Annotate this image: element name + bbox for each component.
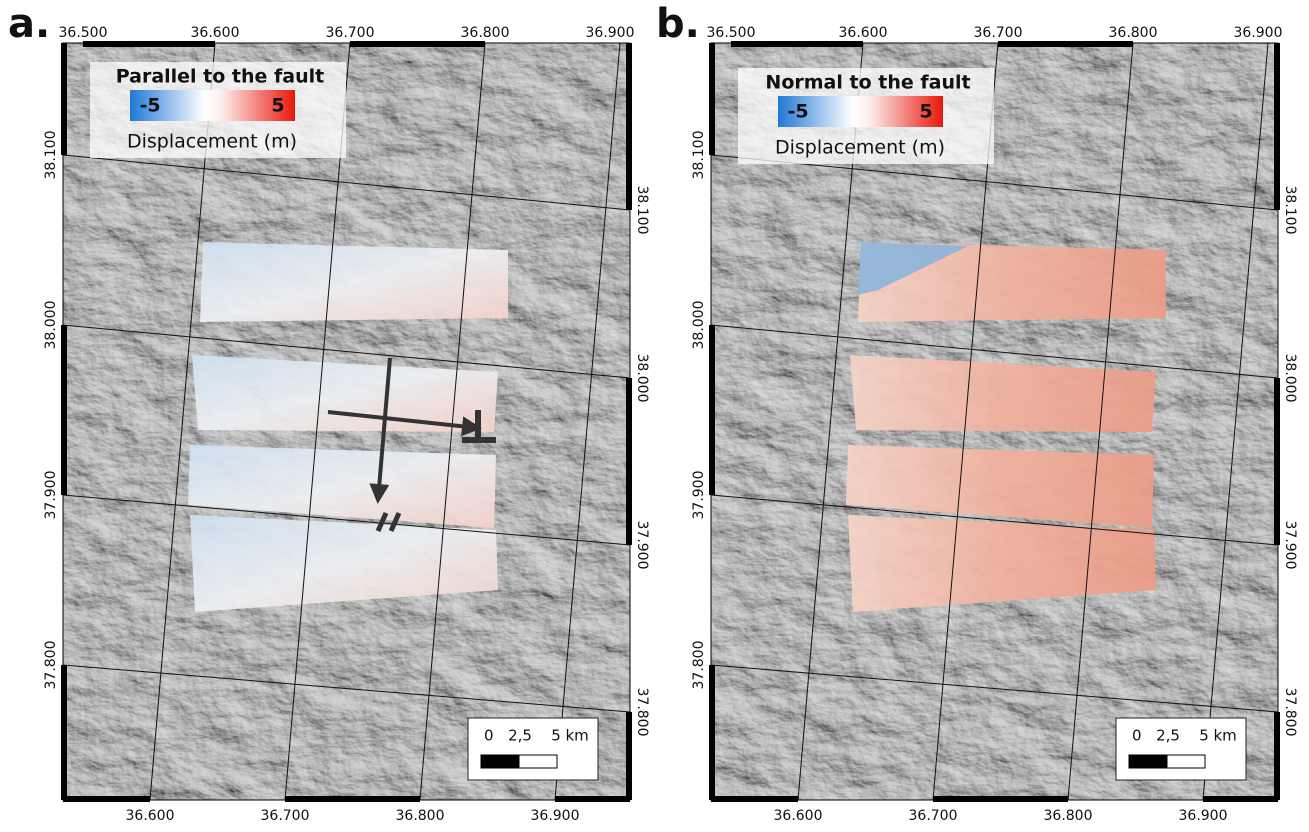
frame-segment — [626, 378, 632, 545]
top-tick-label: 36.700 — [974, 25, 1023, 41]
colorbar-min: -5 — [139, 95, 160, 117]
left-tick-label: 37.800 — [43, 641, 59, 690]
left-tick-label: 37.900 — [691, 471, 707, 520]
right-tick-label: 37.900 — [1282, 521, 1298, 570]
frame-segment — [555, 796, 630, 802]
top-tick-label: 36.700 — [326, 25, 375, 41]
frame-segment — [709, 665, 715, 800]
frame-segment — [63, 796, 150, 802]
colorbar-max: 5 — [271, 95, 284, 117]
bottom-tick-label: 36.600 — [126, 808, 175, 824]
top-tick-label: 36.900 — [586, 25, 635, 41]
map-panel: a. 36.500 36.600 36.700 36.800 36.900 36.600 36… — [8, 1, 650, 824]
colorbar-min: -5 — [787, 101, 808, 123]
scale-label: 2,5 — [1156, 727, 1180, 745]
bottom-tick-label: 36.900 — [1179, 808, 1228, 824]
legend-title: Parallel to the fault — [116, 66, 325, 88]
frame-segment — [709, 43, 715, 155]
right-tick-label: 38.100 — [634, 186, 650, 235]
left-tick-label: 38.100 — [43, 131, 59, 180]
frame-segment — [83, 41, 215, 47]
frame-segment — [61, 43, 67, 155]
left-tick-label: 38.000 — [43, 301, 59, 350]
right-tick-label: 38.000 — [634, 354, 650, 403]
left-tick-label: 38.100 — [691, 131, 707, 180]
frame-segment — [998, 41, 1133, 47]
scale-label: 5 km — [1199, 727, 1237, 745]
top-tick-label: 36.900 — [1234, 25, 1283, 41]
scale-label: 0 — [484, 727, 494, 745]
frame-segment — [285, 796, 420, 802]
frame-segment — [626, 43, 632, 210]
bottom-tick-label: 36.700 — [909, 808, 958, 824]
frame-segment — [933, 796, 1068, 802]
frame-segment — [711, 796, 798, 802]
frame-segment — [1274, 378, 1280, 545]
right-tick-label: 38.000 — [1282, 354, 1298, 403]
colorbar-label: Displacement (m) — [127, 131, 297, 153]
top-tick-label: 36.600 — [839, 25, 888, 41]
frame-segment — [61, 665, 67, 800]
bottom-tick-label: 36.800 — [396, 808, 445, 824]
left-tick-label: 37.800 — [691, 641, 707, 690]
bottom-tick-label: 36.900 — [531, 808, 580, 824]
scale-label: 2,5 — [508, 727, 532, 745]
left-tick-label: 38.000 — [691, 301, 707, 350]
frame-segment — [61, 325, 67, 495]
frame-segment — [626, 712, 632, 800]
right-tick-label: 37.800 — [1282, 688, 1298, 737]
map-panel: b. 36.500 36.600 36.700 36.800 36.900 36.600 36… — [656, 1, 1298, 824]
scale-bar-black — [481, 755, 519, 768]
frame-segment — [731, 41, 863, 47]
top-tick-label: 36.600 — [191, 25, 240, 41]
scale-bar-black — [1129, 755, 1167, 768]
figure: a. 36.500 36.600 36.700 36.800 36.900 36.600 36… — [0, 0, 1309, 832]
top-tick-label: 36.500 — [59, 25, 108, 41]
scale-bar-white — [519, 755, 557, 768]
bottom-tick-label: 36.800 — [1044, 808, 1093, 824]
scale-bar-white — [1167, 755, 1205, 768]
frame-segment — [709, 325, 715, 495]
right-tick-label: 37.900 — [634, 521, 650, 570]
bottom-tick-label: 36.600 — [774, 808, 823, 824]
panel-label: b. — [656, 1, 700, 47]
top-tick-label: 36.500 — [707, 25, 756, 41]
right-tick-label: 37.800 — [634, 688, 650, 737]
frame-segment — [350, 41, 485, 47]
frame-segment — [1274, 712, 1280, 800]
legend-title: Normal to the fault — [765, 72, 970, 94]
left-tick-label: 37.900 — [43, 471, 59, 520]
right-tick-label: 38.100 — [1282, 186, 1298, 235]
top-tick-label: 36.800 — [1109, 25, 1158, 41]
scale-label: 5 km — [551, 727, 589, 745]
panel-label: a. — [8, 1, 50, 47]
colorbar-label: Displacement (m) — [775, 137, 945, 159]
frame-segment — [1203, 796, 1278, 802]
scale-label: 0 — [1132, 727, 1142, 745]
bottom-tick-label: 36.700 — [261, 808, 310, 824]
top-tick-label: 36.800 — [461, 25, 510, 41]
frame-segment — [1274, 43, 1280, 210]
colorbar-max: 5 — [919, 101, 932, 123]
